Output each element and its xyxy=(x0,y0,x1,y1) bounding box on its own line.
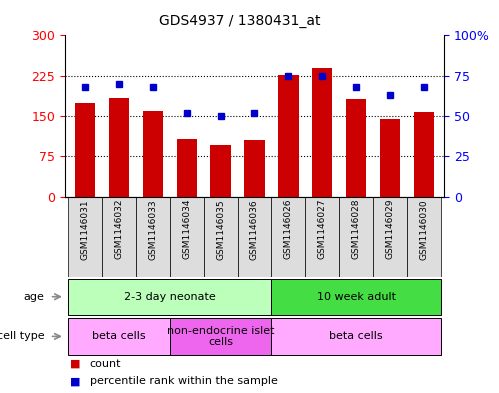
Bar xyxy=(414,112,434,196)
Bar xyxy=(136,196,170,277)
Text: GSM1146031: GSM1146031 xyxy=(81,199,90,259)
Text: ■: ■ xyxy=(70,376,80,386)
Text: ■: ■ xyxy=(70,358,80,369)
Text: beta cells: beta cells xyxy=(92,331,146,342)
Text: GSM1146035: GSM1146035 xyxy=(216,199,225,259)
Bar xyxy=(75,103,95,196)
Bar xyxy=(109,98,129,196)
Bar xyxy=(211,145,231,196)
Bar xyxy=(380,119,400,196)
Text: GDS4937 / 1380431_at: GDS4937 / 1380431_at xyxy=(159,14,320,28)
Bar xyxy=(271,279,441,315)
Text: beta cells: beta cells xyxy=(329,331,383,342)
Bar xyxy=(305,196,339,277)
Bar xyxy=(271,318,441,355)
Bar xyxy=(170,196,204,277)
Bar xyxy=(238,196,271,277)
Bar xyxy=(245,140,264,196)
Text: non-endocrine islet
cells: non-endocrine islet cells xyxy=(167,326,274,347)
Bar xyxy=(102,196,136,277)
Text: GSM1146034: GSM1146034 xyxy=(182,199,191,259)
Text: GSM1146028: GSM1146028 xyxy=(352,199,361,259)
Text: cell type: cell type xyxy=(0,331,44,342)
Text: GSM1146033: GSM1146033 xyxy=(148,199,157,259)
Bar xyxy=(170,318,271,355)
Bar xyxy=(68,318,170,355)
Bar xyxy=(346,99,366,196)
Text: age: age xyxy=(23,292,44,302)
Bar xyxy=(373,196,407,277)
Bar xyxy=(204,196,238,277)
Bar xyxy=(312,68,332,196)
Text: 10 week adult: 10 week adult xyxy=(316,292,396,302)
Text: GSM1146036: GSM1146036 xyxy=(250,199,259,259)
Bar xyxy=(407,196,441,277)
Bar xyxy=(68,196,102,277)
Text: count: count xyxy=(90,358,121,369)
Text: percentile rank within the sample: percentile rank within the sample xyxy=(90,376,278,386)
Text: 2-3 day neonate: 2-3 day neonate xyxy=(124,292,216,302)
Text: GSM1146026: GSM1146026 xyxy=(284,199,293,259)
Bar xyxy=(271,196,305,277)
Text: GSM1146030: GSM1146030 xyxy=(419,199,428,259)
Bar xyxy=(278,75,298,196)
Bar xyxy=(339,196,373,277)
Bar xyxy=(68,279,271,315)
Text: GSM1146027: GSM1146027 xyxy=(318,199,327,259)
Text: GSM1146029: GSM1146029 xyxy=(385,199,394,259)
Bar xyxy=(143,110,163,196)
Bar xyxy=(177,139,197,196)
Text: GSM1146032: GSM1146032 xyxy=(115,199,124,259)
